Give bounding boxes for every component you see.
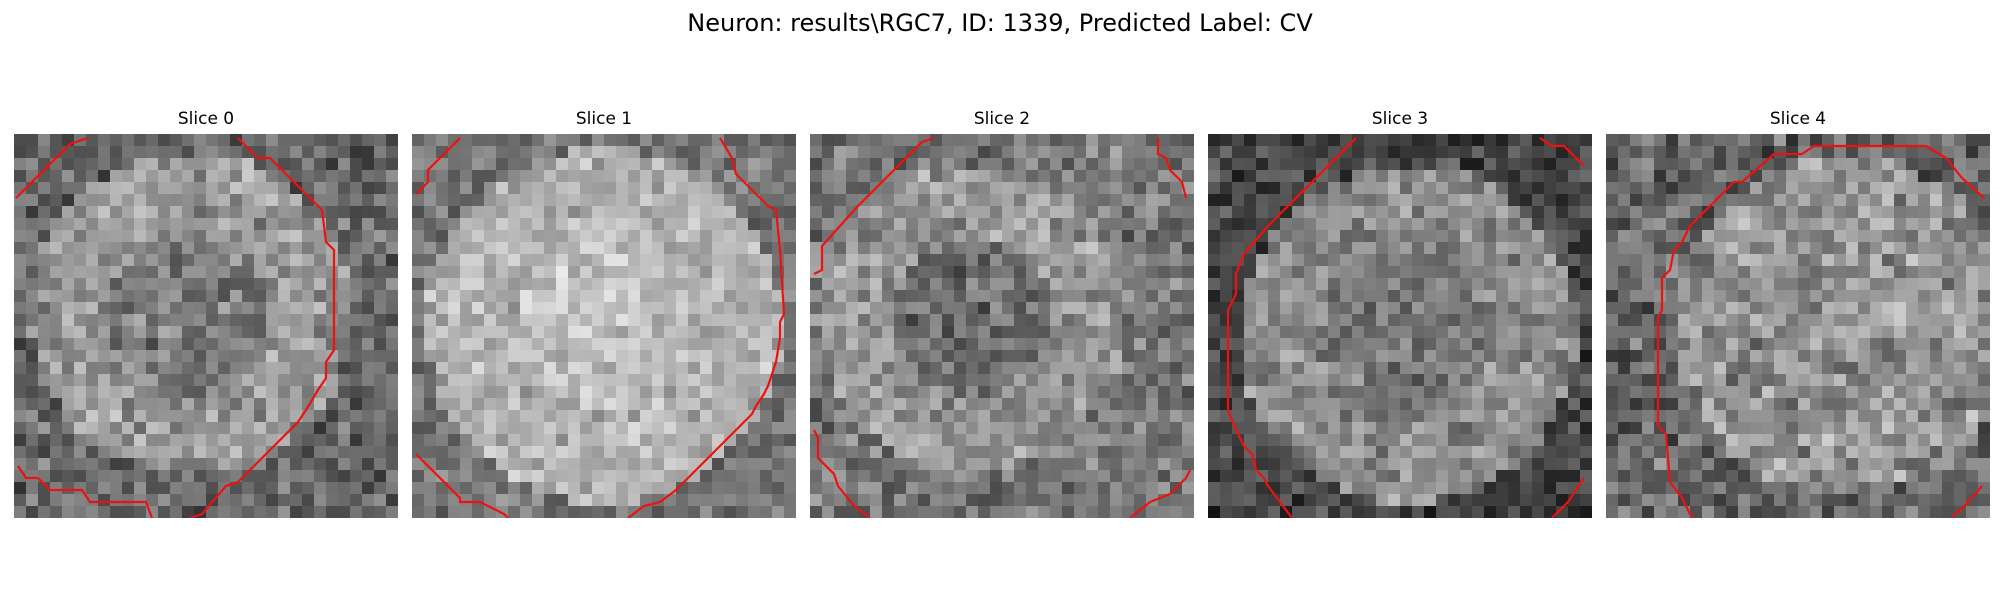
slice-2-contour <box>813 429 871 518</box>
slice-4-contour <box>1951 485 1983 518</box>
slice-title: Slice 2 <box>973 109 1031 129</box>
slice-1-contour <box>415 137 461 195</box>
slice-panel: Slice 4 <box>1606 108 1990 518</box>
slice-title: Slice 3 <box>1371 109 1429 129</box>
slice-1-contour <box>627 137 786 518</box>
slice-2-contour <box>1156 138 1188 199</box>
slice-0-contour <box>189 137 336 518</box>
slice-1-pixels <box>412 134 796 518</box>
slice-image <box>1606 134 1990 518</box>
slice-panel: Slice 3 <box>1208 108 1592 518</box>
slice-2-pixels <box>810 134 1194 518</box>
slice-2-contour <box>813 136 935 275</box>
slice-title: Slice 0 <box>177 109 235 129</box>
slice-0-pixels <box>14 134 398 518</box>
slice-panel: Slice 1 <box>412 108 796 518</box>
slice-3-pixels <box>1208 134 1592 518</box>
slice-image <box>412 134 796 518</box>
slice-4-contour <box>1656 144 1985 518</box>
slice-title: Slice 4 <box>1769 109 1827 129</box>
slice-1-contour <box>415 453 509 518</box>
slice-2-contour <box>1129 469 1191 518</box>
slice-image <box>14 134 398 518</box>
slice-3-contour <box>1539 137 1585 167</box>
slice-4-pixels <box>1606 134 1990 518</box>
slice-image <box>810 134 1194 518</box>
slice-0-contour <box>15 136 89 199</box>
slice-title: Slice 1 <box>575 109 633 129</box>
slice-3-contour <box>1226 137 1357 518</box>
slice-3-contour <box>1551 477 1585 518</box>
figure-title: Neuron: results\RGC7, ID: 1339, Predicte… <box>687 9 1313 37</box>
slice-0-contour <box>17 465 154 518</box>
slice-panel: Slice 0 <box>14 108 398 518</box>
slice-image <box>1208 134 1592 518</box>
slice-panel: Slice 2 <box>810 108 1194 518</box>
